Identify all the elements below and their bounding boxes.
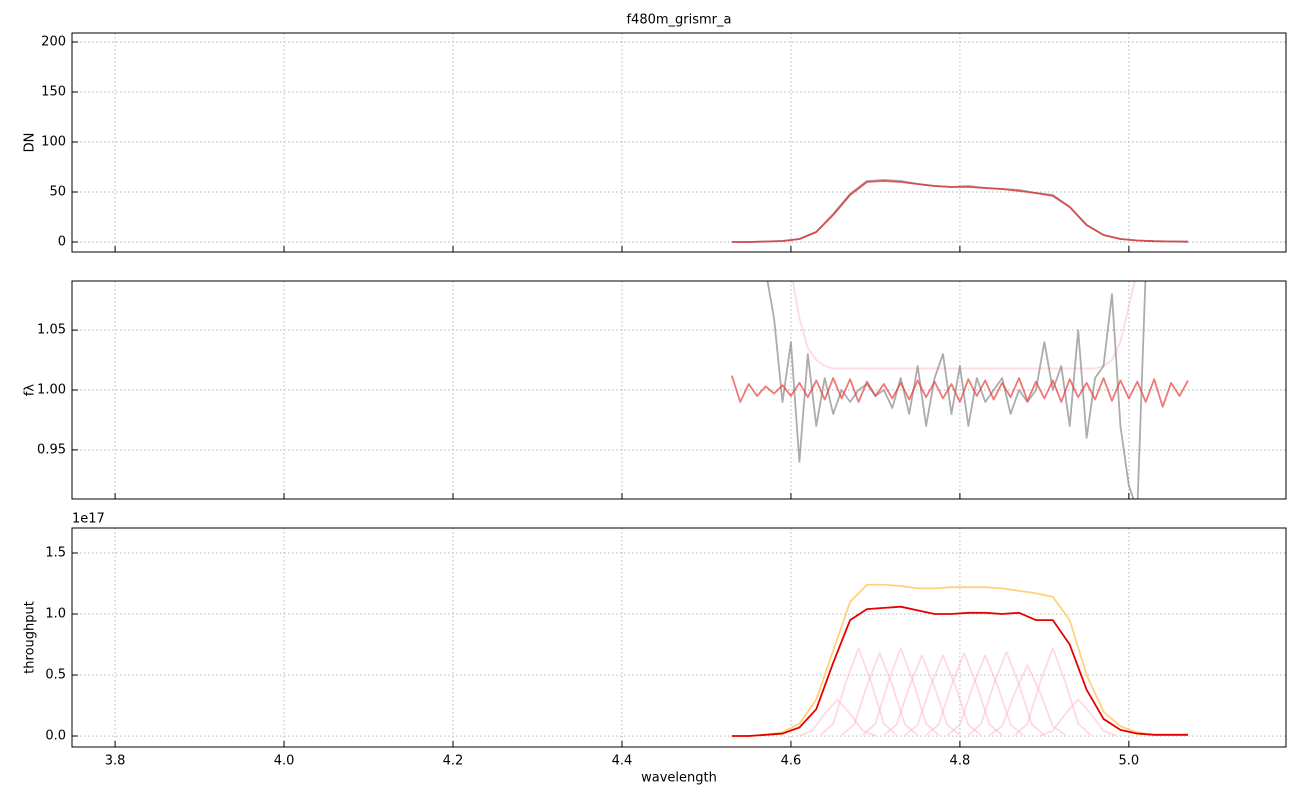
series-line [731, 605, 1188, 737]
series-line [819, 647, 898, 736]
y-tick-label: 1.0 [45, 607, 66, 622]
series-line [841, 652, 919, 736]
y-tick-label: 150 [41, 85, 66, 100]
y-tick-label: 1.05 [37, 323, 66, 338]
plot-frame [71, 280, 1287, 500]
y-tick-label: 0.5 [45, 668, 66, 683]
series-line [766, 281, 1147, 499]
y-tick-label: 1.5 [45, 546, 66, 561]
series-line [925, 652, 1003, 736]
y-axis-label: throughput [23, 601, 38, 674]
chart-title: f480m_grismr_a [626, 13, 731, 28]
y-tick-label: 1.00 [37, 383, 66, 398]
offset-label: 1e17 [72, 512, 105, 527]
y-tick-label: 50 [49, 185, 66, 200]
x-tick-label: 4.8 [950, 754, 971, 769]
series-line [904, 654, 982, 736]
y-tick-label: 200 [41, 35, 66, 50]
series-line [946, 654, 1024, 736]
y-axis-label: DN [23, 133, 38, 153]
x-tick-label: 3.8 [105, 754, 126, 769]
x-tick-label: 5.0 [1119, 754, 1140, 769]
series-line [1039, 698, 1117, 737]
series-line [731, 583, 1188, 737]
plot-frame [71, 32, 1287, 253]
x-tick-label: 4.2 [443, 754, 464, 769]
series-group [731, 583, 1188, 737]
series-line [862, 647, 940, 736]
plot-frame [71, 527, 1287, 748]
series-line [791, 281, 1136, 370]
series-line [731, 180, 1189, 243]
series-group [730, 281, 1189, 499]
x-tick-label: 4.4 [612, 754, 633, 769]
y-axis-label: fλ [23, 384, 38, 397]
series-line [1014, 647, 1092, 736]
series-line [799, 698, 876, 737]
x-axis-label: wavelength [641, 771, 717, 786]
y-tick-label: 100 [41, 135, 66, 150]
y-tick-label: 0.95 [37, 442, 66, 457]
series-line [967, 650, 1045, 736]
x-tick-label: 4.6 [781, 754, 802, 769]
y-tick-label: 0 [58, 235, 66, 250]
series-line [730, 375, 1189, 408]
series-line [988, 664, 1067, 737]
y-tick-label: 0.0 [45, 729, 66, 744]
series-group [731, 179, 1189, 243]
series-line [883, 654, 961, 736]
x-tick-label: 4.0 [274, 754, 295, 769]
